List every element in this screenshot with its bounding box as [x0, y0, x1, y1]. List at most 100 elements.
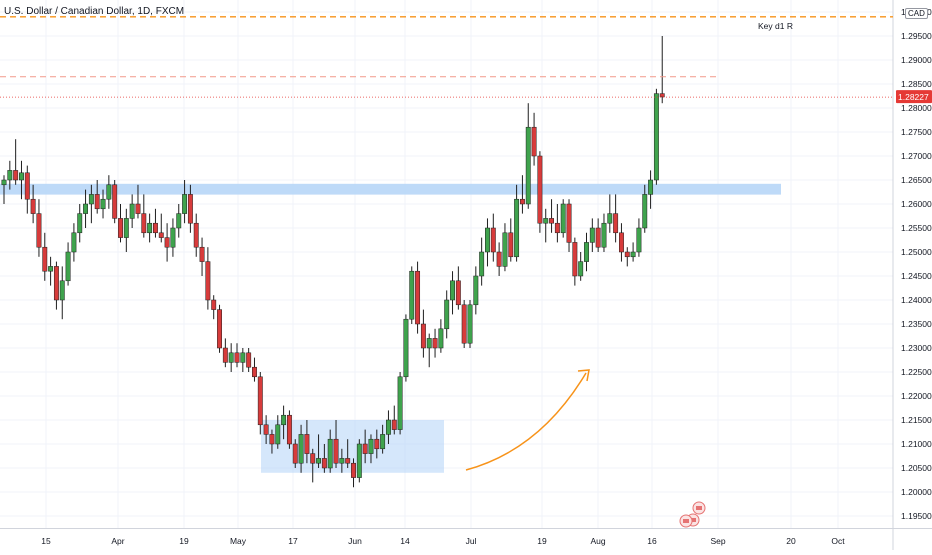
candle: [182, 180, 188, 224]
x-tick-label: Jun: [348, 536, 362, 546]
candle-body: [415, 270, 421, 325]
candle-body: [630, 251, 636, 258]
candle-body: [217, 309, 222, 349]
candle-body: [356, 443, 362, 478]
candle: [444, 290, 450, 339]
candle: [333, 420, 339, 468]
candle-body: [193, 222, 199, 248]
currency-badge: CAD: [905, 8, 928, 19]
time-axis: 15 Apr 19 May 17 Jun 14 Jul 19 Aug 16 Sep 20 Oct: [41, 536, 845, 546]
candle: [648, 170, 654, 209]
candle: [292, 439, 298, 468]
candle-body: [304, 434, 310, 454]
candle: [199, 237, 205, 276]
candle: [403, 314, 409, 382]
candle-body: [13, 170, 19, 181]
event-flag-mark: [683, 519, 689, 523]
trend-arrow: [465, 372, 587, 471]
candle: [455, 266, 461, 310]
candle: [386, 410, 391, 444]
candle-body: [572, 242, 578, 277]
candle: [19, 160, 24, 200]
candle: [374, 429, 380, 459]
candle: [619, 223, 624, 262]
candle: [426, 333, 432, 368]
candle: [222, 338, 228, 368]
candle-body: [374, 438, 380, 450]
candle: [59, 266, 65, 320]
candle-body: [199, 246, 205, 262]
candle: [397, 372, 403, 435]
candle: [205, 247, 211, 310]
candle-body: [502, 232, 508, 267]
candle: [420, 309, 426, 358]
candle-body: [59, 280, 65, 301]
candle-body: [205, 261, 211, 301]
candle: [100, 189, 106, 219]
candle-body: [490, 227, 496, 253]
candle: [24, 165, 30, 214]
candle-body: [648, 179, 654, 195]
candle: [642, 184, 648, 233]
candle: [36, 199, 42, 257]
candle-body: [496, 251, 502, 267]
candle-body: [77, 213, 83, 234]
y-tick-label: 1.20500: [901, 463, 932, 473]
candle: [129, 194, 135, 228]
candle-body: [403, 318, 409, 378]
y-tick-label: 1.23000: [901, 343, 932, 353]
candle-body: [642, 194, 648, 229]
candle-body: [170, 227, 176, 248]
key-level-label: Key d1 R: [758, 21, 793, 31]
price-axis: 1.300001.295001.290001.285001.280001.275…: [901, 7, 932, 521]
candle-body: [461, 304, 467, 344]
candle-body: [147, 222, 153, 234]
x-tick-label: Oct: [831, 536, 845, 546]
candle: [88, 184, 94, 224]
candle-body: [619, 232, 624, 253]
candle-body: [519, 198, 525, 205]
candle: [263, 415, 269, 444]
candle-body: [444, 299, 450, 330]
candle: [316, 434, 322, 468]
y-tick-label: 1.25000: [901, 247, 932, 257]
candle-body: [65, 251, 71, 282]
candle-body: [269, 434, 275, 445]
candle: [607, 194, 613, 233]
candle: [13, 139, 19, 185]
candle: [217, 304, 222, 353]
x-tick-label: 15: [41, 536, 51, 546]
candle: [53, 261, 59, 310]
candle-body: [141, 213, 147, 234]
candle-body: [106, 184, 112, 200]
candle: [537, 151, 543, 233]
x-tick-label: 19: [179, 536, 189, 546]
event-flag-icon: [679, 514, 693, 528]
candle: [193, 213, 199, 257]
candle-body: [83, 203, 88, 214]
candle-body: [228, 352, 234, 363]
y-tick-label: 1.22500: [901, 367, 932, 377]
candle-body: [327, 438, 333, 469]
candle: [467, 300, 473, 348]
candle-body: [549, 218, 554, 224]
candle: [560, 199, 566, 238]
trend-arrow-head: [577, 369, 590, 382]
candle: [636, 218, 642, 257]
candle: [584, 232, 589, 272]
candle-body: [345, 458, 351, 464]
y-tick-label: 1.26500: [901, 175, 932, 185]
candle-body: [543, 218, 549, 224]
candle: [525, 103, 531, 209]
candle: [187, 184, 193, 233]
candle-body: [176, 213, 182, 229]
symbol-title: U.S. Dollar / Canadian Dollar, 1D, FXCM: [4, 6, 185, 17]
candle-body: [123, 218, 129, 238]
candle: [356, 439, 362, 483]
x-tick-label: 14: [400, 536, 410, 546]
last-price-label: 1.28227: [898, 92, 929, 102]
candle: [176, 204, 182, 238]
candle: [135, 184, 141, 219]
